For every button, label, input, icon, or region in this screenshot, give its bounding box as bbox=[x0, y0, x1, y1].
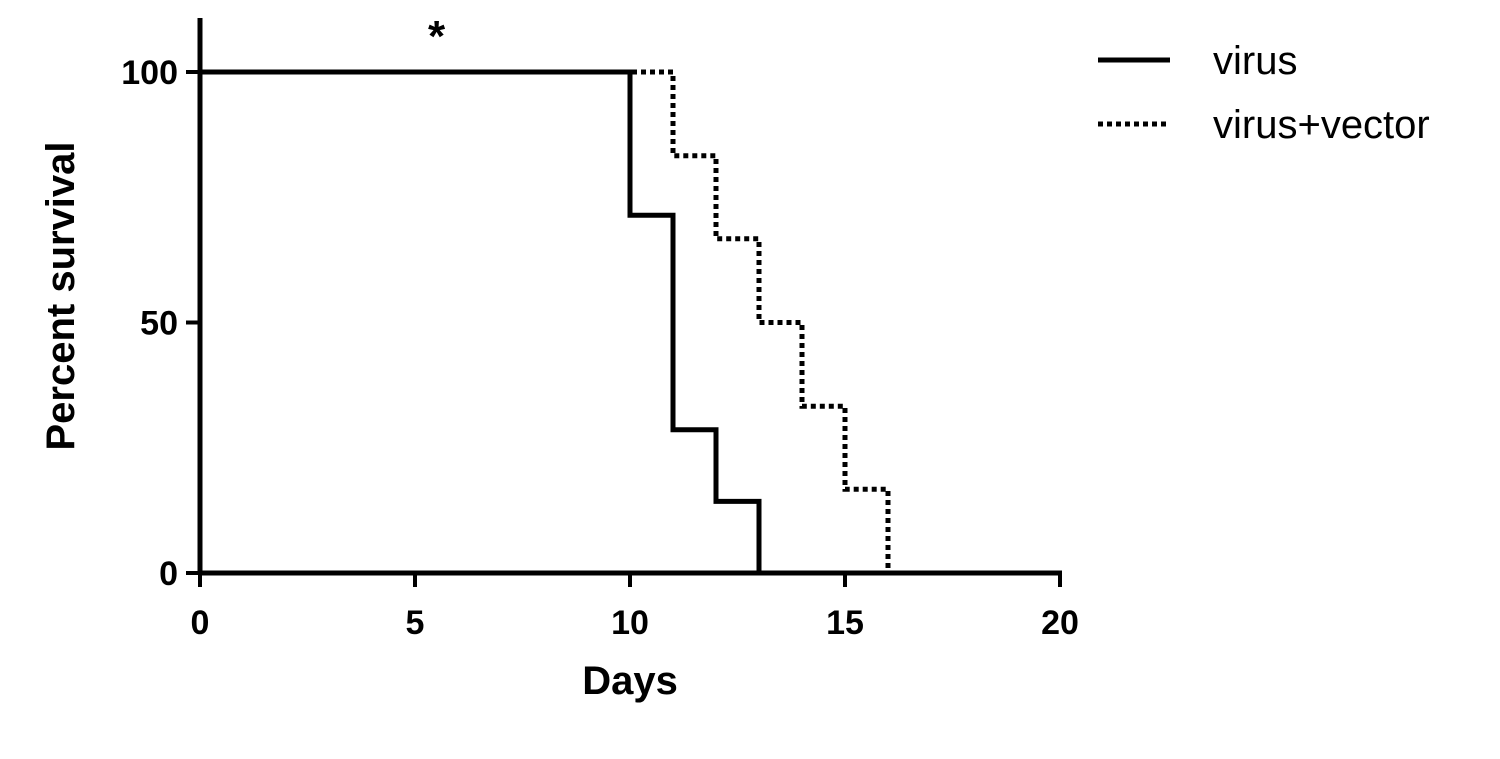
series-line-virus bbox=[200, 69, 762, 573]
y-axis-title: Percent survival bbox=[39, 141, 83, 450]
y-tick-label: 50 bbox=[140, 305, 178, 343]
legend: virus virus+vector bbox=[1098, 39, 1430, 147]
legend-label-virus-vector: virus+vector bbox=[1213, 103, 1430, 147]
y-tick-label: 0 bbox=[159, 555, 178, 593]
y-tick-label: 100 bbox=[121, 54, 178, 92]
series-layer bbox=[200, 69, 891, 573]
x-tick-label: 0 bbox=[191, 604, 210, 642]
x-tick-label: 5 bbox=[406, 604, 425, 642]
significance-asterisk: * bbox=[428, 12, 446, 61]
series-line-virus-vector bbox=[200, 69, 891, 573]
x-axis-title: Days bbox=[582, 659, 678, 703]
x-tick-label: 20 bbox=[1041, 604, 1079, 642]
ticks-layer: 0 5 10 15 20 0 50 100 bbox=[121, 54, 1079, 642]
legend-label-virus: virus bbox=[1213, 39, 1297, 83]
x-tick-label: 10 bbox=[611, 604, 649, 642]
x-tick-label: 15 bbox=[826, 604, 864, 642]
